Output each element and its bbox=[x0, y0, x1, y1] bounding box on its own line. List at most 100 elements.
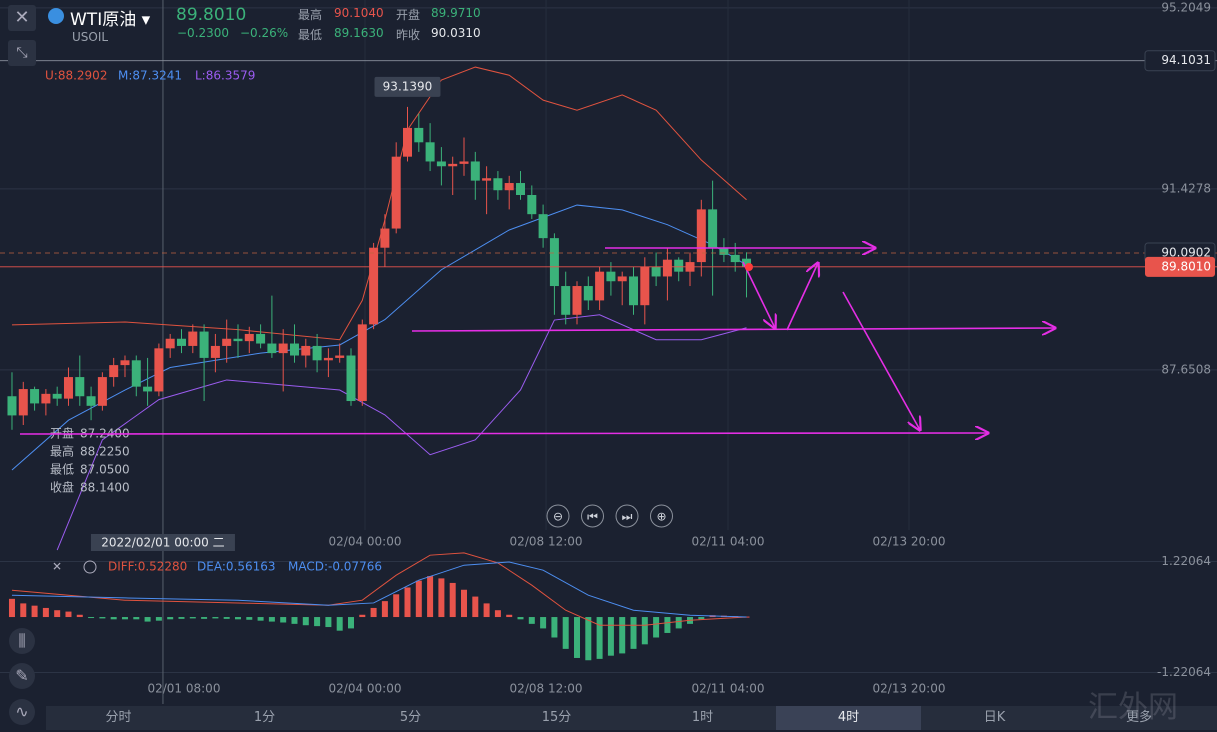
candle-body bbox=[470, 161, 480, 181]
annotation-arrow bbox=[786, 263, 818, 331]
symbol-name[interactable]: WTI原油 ▾ bbox=[70, 10, 151, 30]
close-indicator[interactable]: ✕ bbox=[52, 560, 62, 574]
candle-body bbox=[143, 386, 153, 392]
candle-body bbox=[719, 247, 729, 255]
price-change-pct: −0.26% bbox=[240, 26, 289, 40]
period-tab[interactable]: 1分 bbox=[253, 710, 276, 725]
candle-body bbox=[357, 324, 367, 402]
candle-body bbox=[414, 127, 424, 143]
nav-button[interactable] bbox=[546, 504, 570, 528]
candle-body bbox=[63, 377, 73, 399]
info-label: 收盘 bbox=[50, 480, 74, 495]
candle-body bbox=[730, 254, 740, 263]
macd-bar bbox=[664, 617, 671, 633]
candle-body bbox=[301, 345, 311, 356]
macd-bar bbox=[506, 614, 513, 618]
symbol-code: USOIL bbox=[72, 30, 109, 44]
draw-button[interactable]: ✎ bbox=[9, 663, 35, 689]
indicator-button[interactable]: ⫼ bbox=[9, 628, 35, 654]
macd-bar bbox=[449, 582, 456, 618]
level-label: 94.1031 bbox=[1161, 53, 1211, 67]
settings-icon[interactable] bbox=[83, 560, 97, 574]
period-tab[interactable]: 4时 bbox=[776, 706, 921, 730]
macd-bar bbox=[562, 617, 569, 649]
watermark: 汇外网 bbox=[1088, 690, 1178, 725]
candle-body bbox=[583, 286, 593, 301]
macd-line bbox=[11, 561, 747, 618]
macd-bar bbox=[88, 617, 95, 619]
macd-bar bbox=[359, 614, 366, 618]
macd-bar bbox=[65, 611, 72, 618]
line-button[interactable]: ∿ bbox=[9, 699, 35, 725]
collapse-button[interactable]: ⤡ bbox=[8, 40, 36, 66]
candle-body bbox=[606, 271, 616, 282]
symbol-icon bbox=[48, 8, 64, 24]
macd-legend: DEA:0.56163 bbox=[197, 560, 276, 574]
nav-button[interactable] bbox=[650, 504, 673, 528]
price-change: −0.2300 bbox=[177, 26, 230, 40]
candle-body bbox=[629, 276, 639, 306]
candle-body bbox=[482, 178, 492, 181]
annotation-arrow bbox=[411, 328, 1055, 331]
candle-body bbox=[188, 331, 198, 346]
macd-bar bbox=[607, 617, 614, 656]
nav-button[interactable] bbox=[615, 504, 639, 528]
candle-body bbox=[210, 345, 220, 358]
macd-bar bbox=[110, 617, 117, 620]
candle-body bbox=[369, 247, 379, 325]
band-line bbox=[11, 66, 747, 341]
band-legend: M:87.3241 bbox=[118, 69, 182, 83]
macd-bar bbox=[314, 617, 321, 627]
macd-bar bbox=[99, 617, 106, 619]
x-tick-label: 02/04 00:00 bbox=[329, 682, 402, 696]
side-tools: ⫼ ✎ ∿ bbox=[0, 620, 44, 730]
price-dot bbox=[745, 263, 753, 271]
macd-bar bbox=[257, 617, 264, 621]
x-tick-label: 02/11 04:00 bbox=[691, 682, 764, 696]
macd-legend: MACD:-0.07766 bbox=[288, 560, 382, 574]
macd-bar bbox=[393, 594, 400, 618]
candle-body bbox=[346, 355, 356, 402]
candle-body bbox=[120, 360, 130, 366]
macd-bar bbox=[31, 605, 38, 618]
candle-body bbox=[459, 161, 469, 164]
candle-body bbox=[708, 209, 718, 248]
macd-bar bbox=[76, 614, 83, 618]
candle-body bbox=[380, 228, 390, 248]
y-tick-label: 1.22064 bbox=[1161, 554, 1211, 568]
candle-body bbox=[493, 178, 503, 191]
candle-body bbox=[436, 161, 446, 167]
candle-body bbox=[18, 389, 28, 416]
band-line bbox=[56, 314, 747, 551]
period-tab[interactable]: 15分 bbox=[541, 710, 572, 725]
more-button[interactable]: 更多 bbox=[1126, 710, 1153, 725]
candle-body bbox=[244, 333, 254, 342]
close-button[interactable]: ✕ bbox=[8, 5, 36, 31]
level-tag bbox=[1145, 256, 1215, 277]
macd-bar bbox=[291, 617, 298, 624]
macd-bar bbox=[336, 617, 343, 631]
candle-body bbox=[52, 393, 62, 399]
period-tab[interactable]: 日K bbox=[983, 710, 1006, 725]
period-tab[interactable]: 1时 bbox=[691, 710, 714, 725]
period-tab[interactable]: 5分 bbox=[399, 710, 422, 725]
macd-bar bbox=[268, 617, 275, 622]
symbol-name-text: WTI原油 bbox=[70, 10, 137, 30]
macd-bar bbox=[540, 617, 547, 629]
period-tab[interactable]: 分时 bbox=[105, 710, 132, 725]
macd-bar bbox=[54, 610, 61, 618]
crosshair-label: 2022/02/01 00:00 二 bbox=[101, 536, 224, 550]
level-tag bbox=[1144, 50, 1216, 72]
macd-bar bbox=[483, 603, 490, 618]
candle-body bbox=[222, 338, 232, 346]
nav-icon: ⊖ bbox=[553, 510, 563, 524]
nav-button[interactable] bbox=[581, 504, 604, 528]
y-tick-label: -1.22064 bbox=[1157, 665, 1211, 679]
macd-bar bbox=[528, 617, 535, 624]
info-value: 88.2250 bbox=[80, 445, 130, 459]
high-value: 90.1040 bbox=[334, 6, 384, 20]
macd-bar bbox=[472, 596, 479, 618]
macd-bar bbox=[302, 617, 309, 626]
x-tick-label: 02/11 04:00 bbox=[691, 535, 764, 549]
macd-bar bbox=[223, 617, 230, 619]
